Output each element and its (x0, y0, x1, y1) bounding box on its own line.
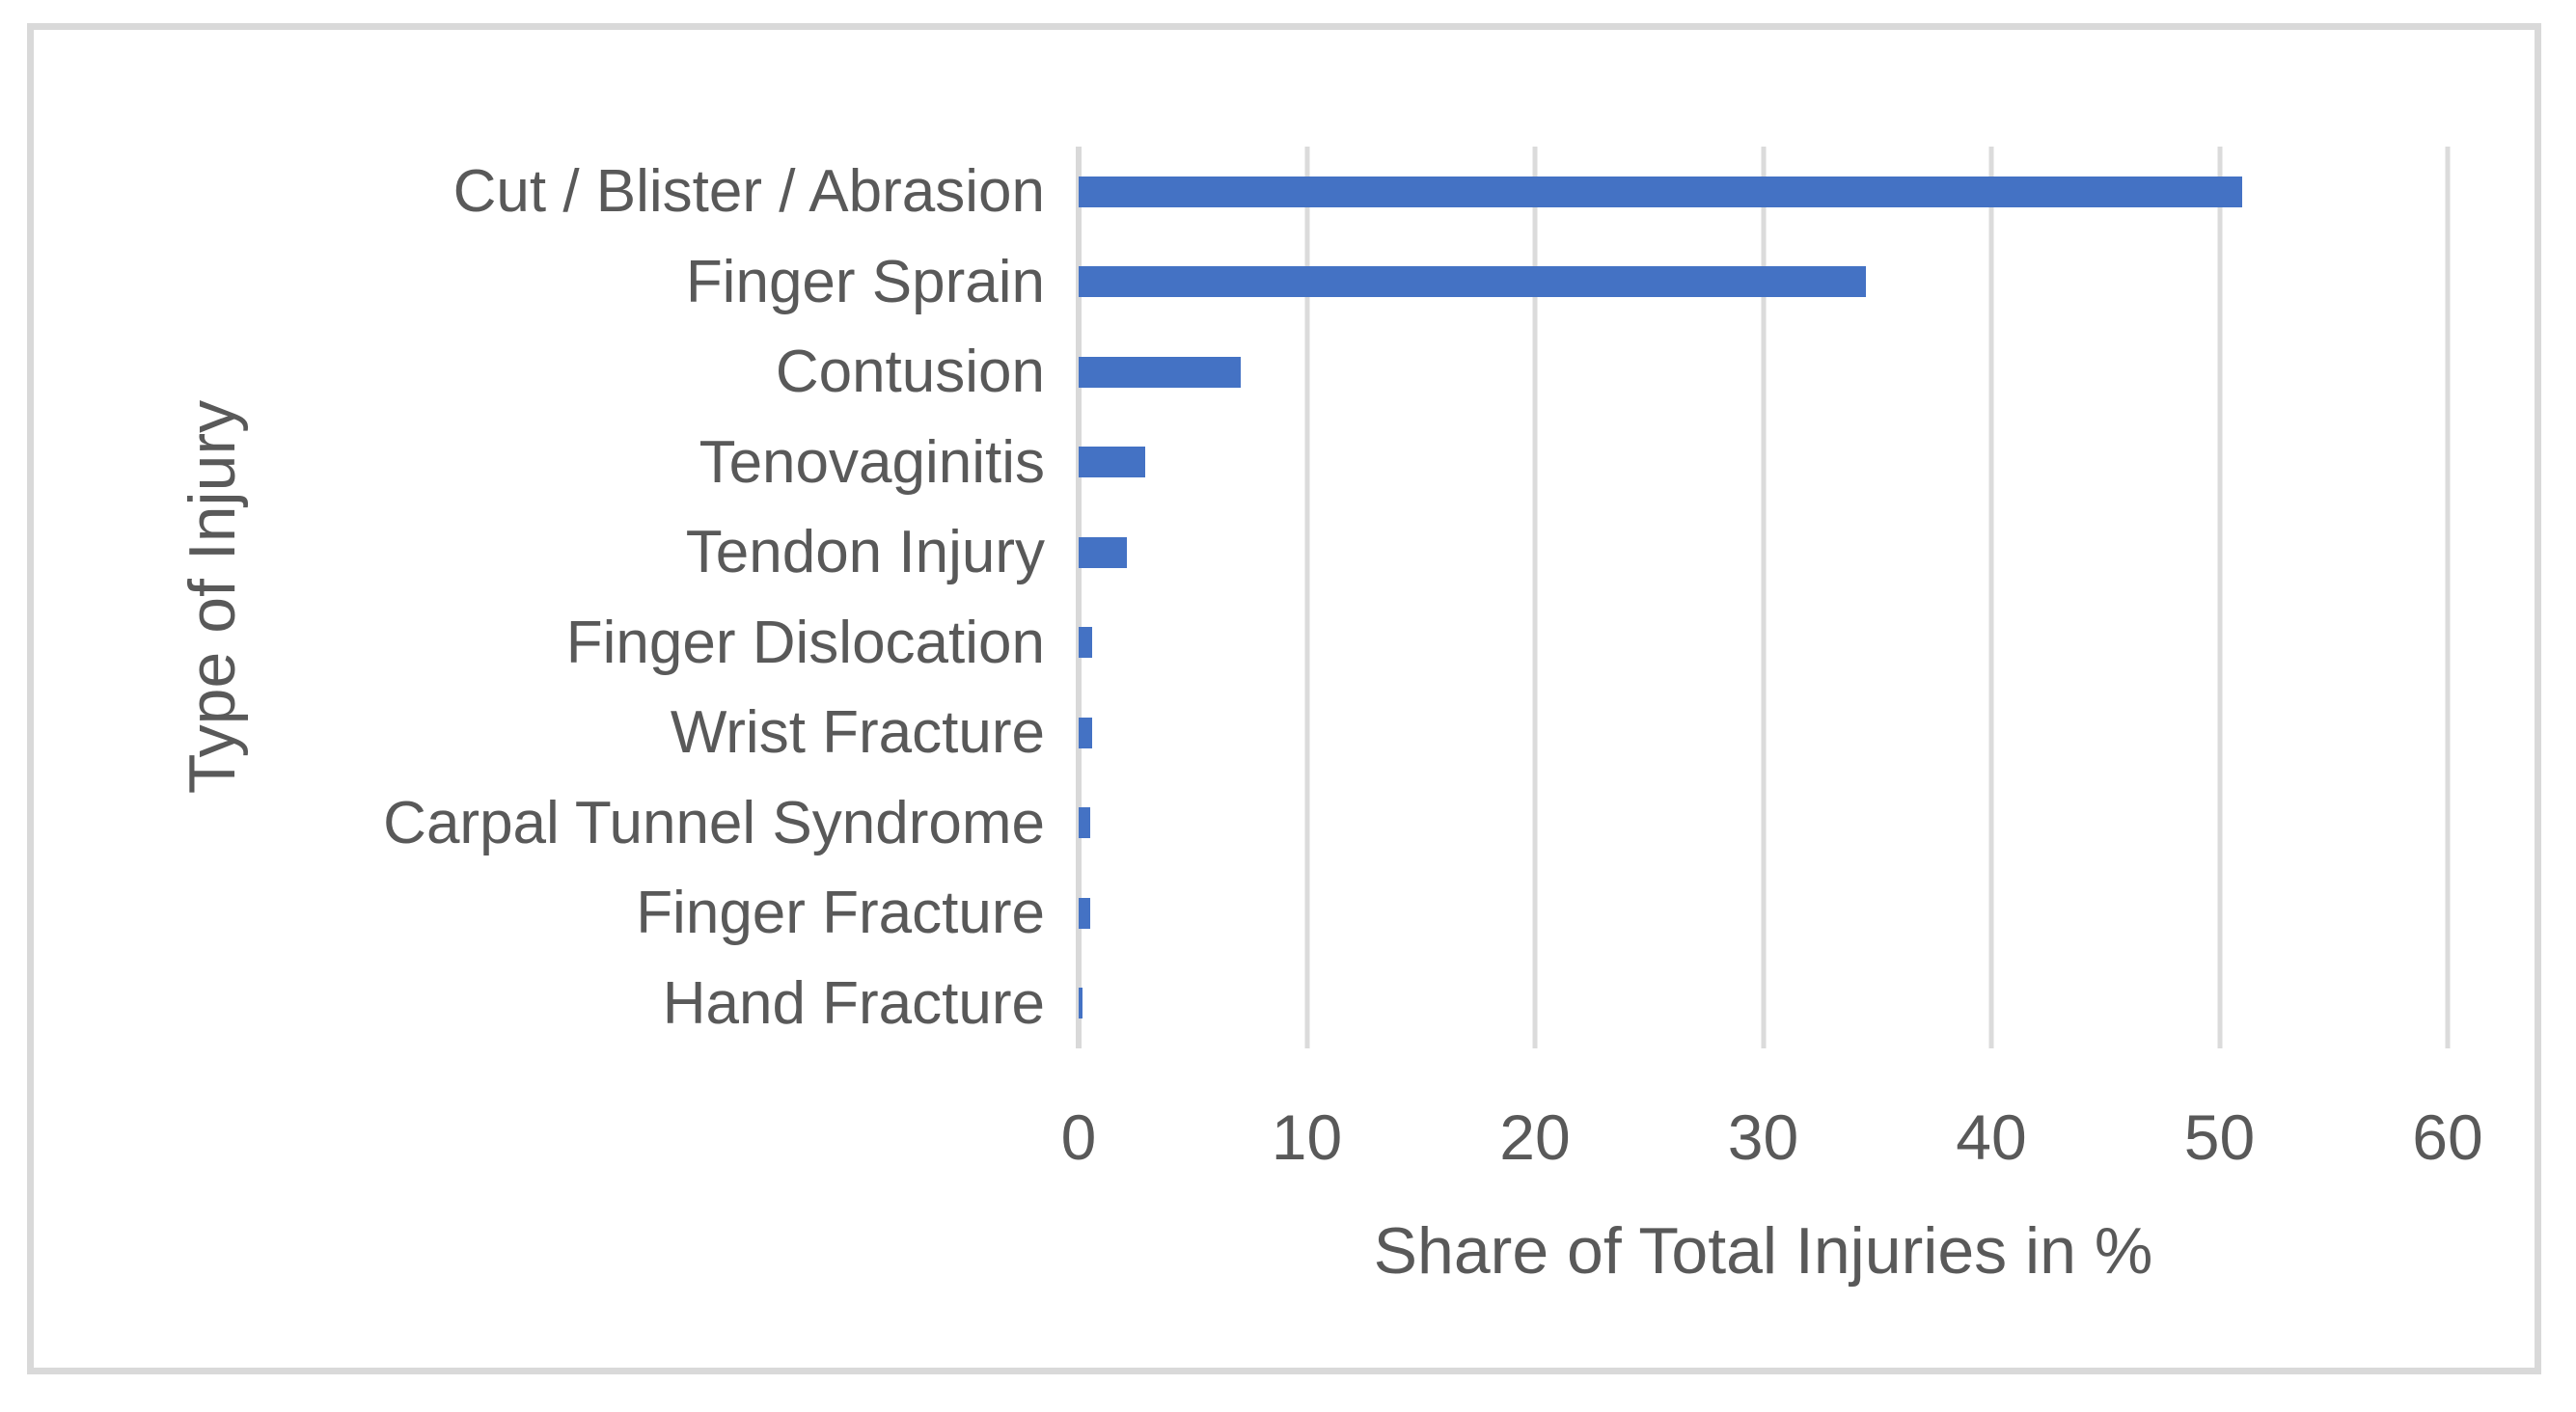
bar-row (1079, 598, 2448, 689)
bar-row (1079, 959, 2448, 1049)
category-label: Carpal Tunnel Syndrome (383, 789, 1045, 856)
bar-row (1079, 507, 2448, 598)
category-label: Wrist Fracture (670, 699, 1045, 766)
bar-row (1079, 868, 2448, 959)
bar-cut-blister-abrasion (1079, 176, 2243, 207)
bar-finger-fracture (1079, 897, 1090, 929)
y-axis-title: Type of Injury (176, 399, 249, 795)
bar-contusion (1079, 356, 1241, 388)
bar-row (1079, 327, 2448, 418)
bar-hand-fracture (1079, 988, 1082, 1019)
gridline-60 (2445, 147, 2451, 1048)
category-label: Contusion (775, 339, 1045, 405)
gridline-50 (2217, 147, 2222, 1048)
gridline-20 (1532, 147, 1538, 1048)
category-label: Finger Fracture (636, 880, 1045, 946)
chart-frame-border: Type of Injury Cut / Blister / Abrasion F… (27, 23, 2541, 1374)
bar-wrist-fracture (1079, 717, 1093, 748)
bar-row (1079, 147, 2448, 237)
bar-finger-sprain (1079, 266, 1866, 298)
x-tick-label-50: 50 (2183, 1101, 2256, 1173)
bar-row (1079, 688, 2448, 778)
bar-row (1079, 418, 2448, 508)
category-axis-line (1076, 147, 1082, 1048)
x-tick-label-10: 10 (1271, 1101, 1343, 1173)
category-label: Hand Fracture (662, 969, 1045, 1037)
x-tick-label-40: 40 (1956, 1101, 2027, 1173)
gridline-10 (1304, 147, 1309, 1048)
bar-tendon-injury (1079, 536, 1127, 568)
x-tick-label-0: 0 (1060, 1101, 1097, 1173)
plot-area: Cut / Blister / Abrasion Finger Sprain Con… (383, 147, 2483, 1288)
category-label: Finger Dislocation (565, 609, 1045, 676)
gridline-40 (1988, 147, 1994, 1048)
bar-tenovaginitis (1079, 447, 1145, 478)
x-tick-label-20: 20 (1499, 1101, 1571, 1173)
bar-finger-dislocation (1079, 627, 1093, 659)
x-axis-title: Share of Total Injuries in % (1373, 1214, 2153, 1288)
category-label: Tenovaginitis (699, 428, 1045, 496)
category-label: Tendon Injury (685, 519, 1045, 585)
bar-row (1079, 237, 2448, 328)
category-label: Finger Sprain (685, 248, 1045, 315)
category-label: Cut / Blister / Abrasion (452, 158, 1045, 225)
x-tick-label-30: 30 (1727, 1101, 1799, 1173)
bar-row (1079, 778, 2448, 869)
gridline-30 (1761, 147, 1766, 1048)
x-tick-label-60: 60 (2412, 1101, 2483, 1173)
bar-carpal-tunnel-syndrome (1079, 807, 1090, 839)
